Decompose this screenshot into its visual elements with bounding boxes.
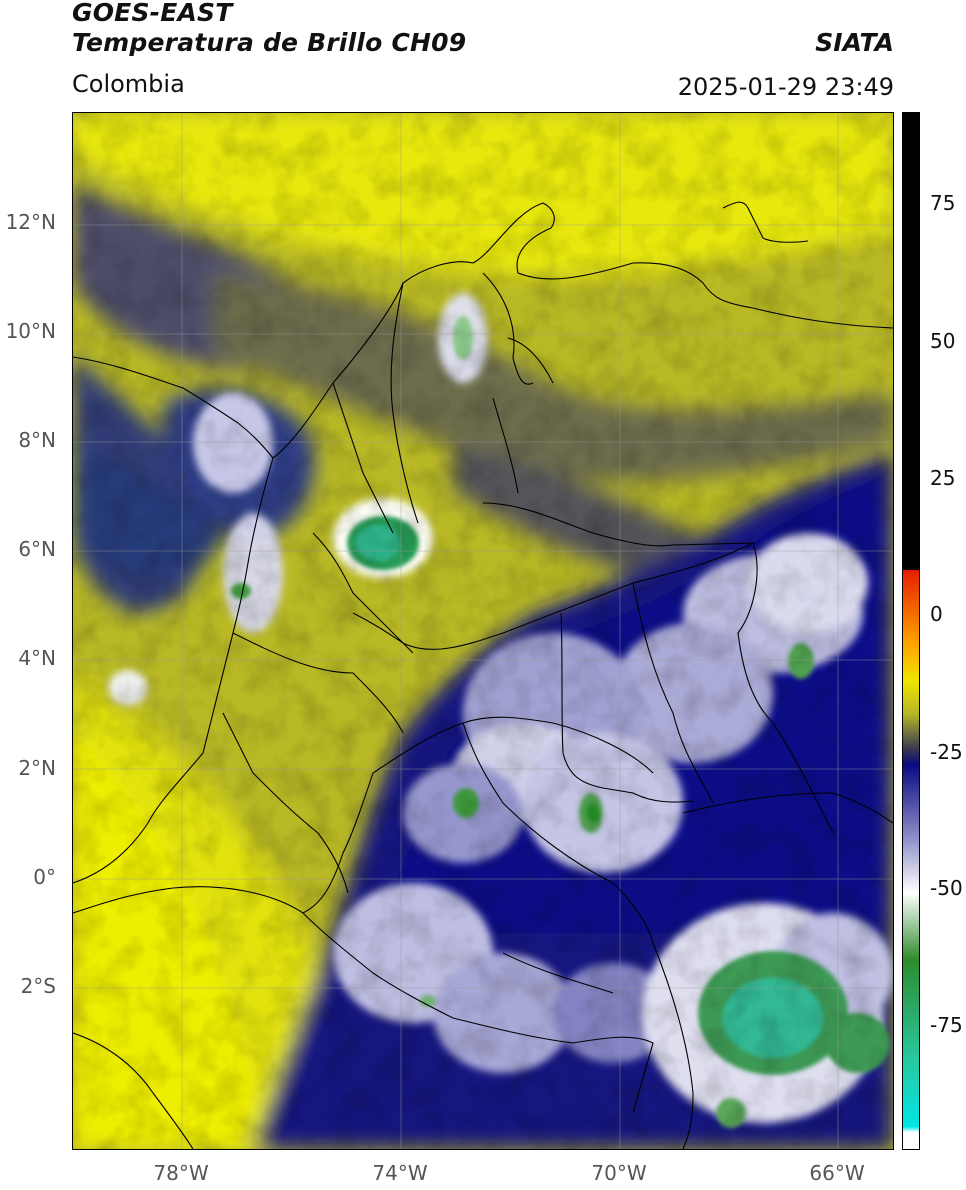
product-subtitle: Temperatura de Brillo CH09 xyxy=(72,28,467,57)
colorbar-label-0: 0 xyxy=(930,602,943,626)
lon-label-66w: 66°W xyxy=(809,1161,865,1185)
colorbar-label-25: 25 xyxy=(930,466,956,490)
brand-label: SIATA xyxy=(815,28,894,57)
graticule xyxy=(73,113,893,1149)
lat-label-6n: 6°N xyxy=(18,537,56,561)
satellite-map[interactable] xyxy=(72,112,894,1150)
colorbar-label-neg75: -75 xyxy=(930,1013,963,1037)
lat-label-4n: 4°N xyxy=(18,646,56,670)
lat-label-8n: 8°N xyxy=(18,428,56,452)
lon-label-70w: 70°W xyxy=(591,1161,647,1185)
lat-label-10n: 10°N xyxy=(5,319,56,343)
lon-label-74w: 74°W xyxy=(372,1161,428,1185)
satellite-image xyxy=(73,113,893,1149)
country-borders xyxy=(73,201,893,1149)
lat-label-2s: 2°S xyxy=(20,974,56,998)
lat-label-12n: 12°N xyxy=(5,210,56,234)
colorbar-label-50: 50 xyxy=(930,329,956,353)
colorbar-label-75: 75 xyxy=(930,191,956,215)
region-label: Colombia xyxy=(72,70,185,98)
lon-label-78w: 78°W xyxy=(153,1161,209,1185)
colorbar-label-neg25: -25 xyxy=(930,740,963,764)
lat-label-2n: 2°N xyxy=(18,756,56,780)
colorbar xyxy=(902,112,920,1150)
colorbar-label-neg50: -50 xyxy=(930,876,963,900)
timestamp-label: 2025-01-29 23:49 xyxy=(677,73,894,101)
product-title: GOES-EAST xyxy=(72,0,233,27)
lat-label-0: 0° xyxy=(33,865,56,889)
